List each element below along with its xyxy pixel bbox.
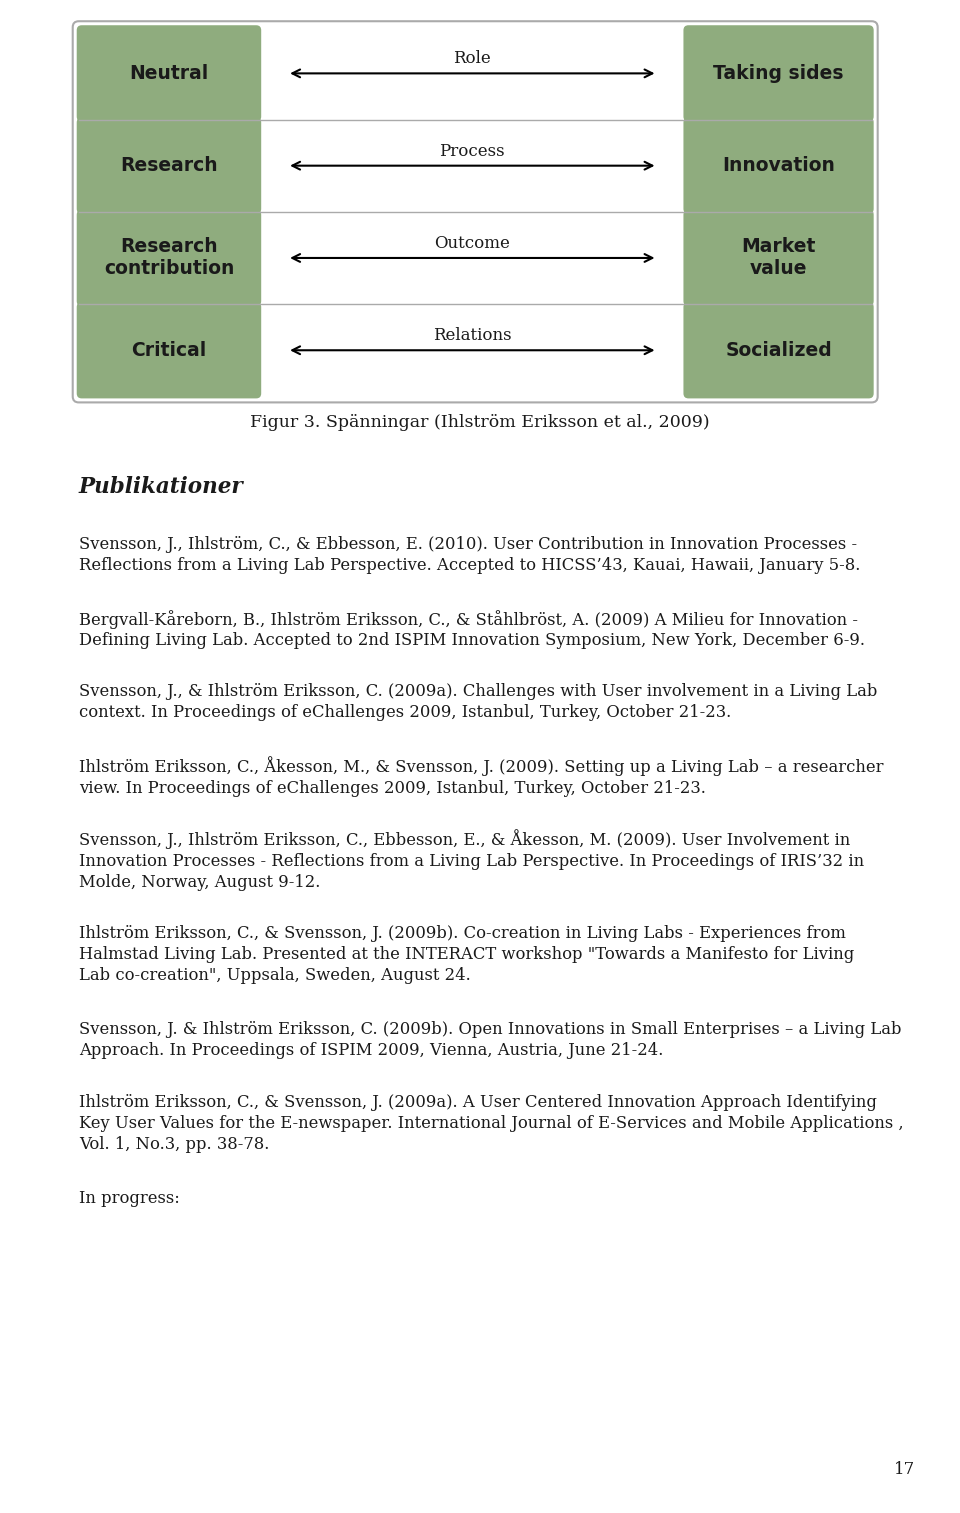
Text: Svensson, J. & Ihlström Eriksson, C. (2009b). Open Innovations in Small Enterpri: Svensson, J. & Ihlström Eriksson, C. (20… (79, 1021, 901, 1059)
Text: Research
contribution: Research contribution (104, 238, 234, 278)
Text: Role: Role (453, 50, 492, 68)
Text: Svensson, J., Ihlström Eriksson, C., Ebbesson, E., & Åkesson, M. (2009). User In: Svensson, J., Ihlström Eriksson, C., Ebb… (79, 829, 864, 891)
Text: Bergvall-Kåreborn, B., Ihlström Eriksson, C., & Ståhlbröst, A. (2009) A Milieu f: Bergvall-Kåreborn, B., Ihlström Eriksson… (79, 610, 865, 649)
Text: Svensson, J., & Ihlström Eriksson, C. (2009a). Challenges with User involvement : Svensson, J., & Ihlström Eriksson, C. (2… (79, 682, 877, 720)
FancyBboxPatch shape (684, 118, 874, 213)
Text: Ihlström Eriksson, C., Åkesson, M., & Svensson, J. (2009). Setting up a Living L: Ihlström Eriksson, C., Åkesson, M., & Sv… (79, 756, 883, 797)
Text: Ihlström Eriksson, C., & Svensson, J. (2009b). Co-creation in Living Labs - Expe: Ihlström Eriksson, C., & Svensson, J. (2… (79, 924, 854, 983)
Text: Outcome: Outcome (434, 235, 511, 253)
FancyBboxPatch shape (77, 118, 261, 213)
Text: Publikationer: Publikationer (79, 477, 244, 498)
Text: Research: Research (120, 156, 218, 176)
FancyBboxPatch shape (77, 26, 261, 121)
Text: Svensson, J., Ihlström, C., & Ebbesson, E. (2010). User Contribution in Innovati: Svensson, J., Ihlström, C., & Ebbesson, … (79, 537, 860, 575)
Text: Neutral: Neutral (130, 64, 208, 83)
Text: 17: 17 (894, 1462, 915, 1478)
Text: Ihlström Eriksson, C., & Svensson, J. (2009a). A User Centered Innovation Approa: Ihlström Eriksson, C., & Svensson, J. (2… (79, 1094, 903, 1153)
Text: Process: Process (440, 142, 505, 160)
FancyBboxPatch shape (684, 303, 874, 398)
Text: Critical: Critical (132, 340, 206, 360)
FancyBboxPatch shape (77, 303, 261, 398)
Text: Taking sides: Taking sides (713, 64, 844, 83)
Text: Relations: Relations (433, 327, 512, 345)
FancyBboxPatch shape (684, 26, 874, 121)
FancyBboxPatch shape (684, 210, 874, 306)
Text: In progress:: In progress: (79, 1191, 180, 1207)
Text: Figur 3. Spänningar (Ihlström Eriksson et al., 2009): Figur 3. Spänningar (Ihlström Eriksson e… (251, 415, 709, 431)
FancyBboxPatch shape (73, 21, 877, 402)
Text: Innovation: Innovation (722, 156, 835, 176)
Text: Socialized: Socialized (725, 340, 832, 360)
FancyBboxPatch shape (77, 210, 261, 306)
Text: Market
value: Market value (741, 238, 816, 278)
